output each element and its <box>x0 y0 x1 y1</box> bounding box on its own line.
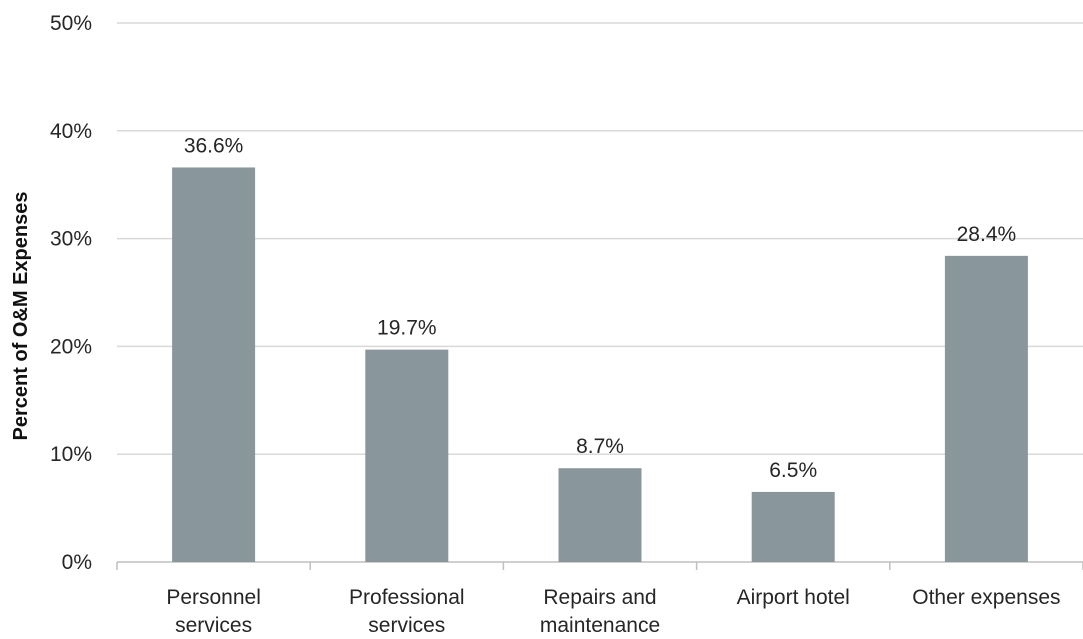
bar <box>172 167 256 562</box>
category-label: Airport hotel <box>737 586 850 609</box>
data-label: 6.5% <box>769 459 817 482</box>
data-label: 19.7% <box>377 317 437 340</box>
bar <box>558 468 642 562</box>
bar <box>751 491 835 562</box>
y-axis-title: Percent of O&M Expenses <box>10 192 32 441</box>
category-label: services <box>175 614 252 637</box>
y-tick-label: 10% <box>50 443 92 466</box>
y-tick-label: 20% <box>50 335 92 358</box>
y-tick-label: 0% <box>62 551 92 574</box>
data-labels: 36.6% 19.7% 8.7% 6.5% 28.4% <box>184 134 1016 481</box>
gridlines <box>116 22 1083 570</box>
data-label: 36.6% <box>184 134 244 157</box>
category-label: services <box>368 614 445 637</box>
data-label: 8.7% <box>576 435 624 458</box>
bars <box>172 167 1028 562</box>
category-label: Professional <box>349 586 465 609</box>
data-label: 28.4% <box>957 223 1017 246</box>
category-label: maintenance <box>540 614 660 637</box>
bar <box>365 349 449 562</box>
bar <box>944 255 1028 562</box>
y-tick-label: 40% <box>50 120 92 143</box>
x-category-labels: Personnel services Professional services Rep… <box>166 586 1060 637</box>
category-label: Other expenses <box>912 586 1060 609</box>
y-tick-label: 50% <box>50 12 92 35</box>
category-label: Personnel <box>166 586 261 609</box>
category-label: Repairs and <box>543 586 656 609</box>
y-tick-labels: 0% 10% 20% 30% 40% 50% <box>50 12 92 574</box>
y-tick-label: 30% <box>50 228 92 251</box>
